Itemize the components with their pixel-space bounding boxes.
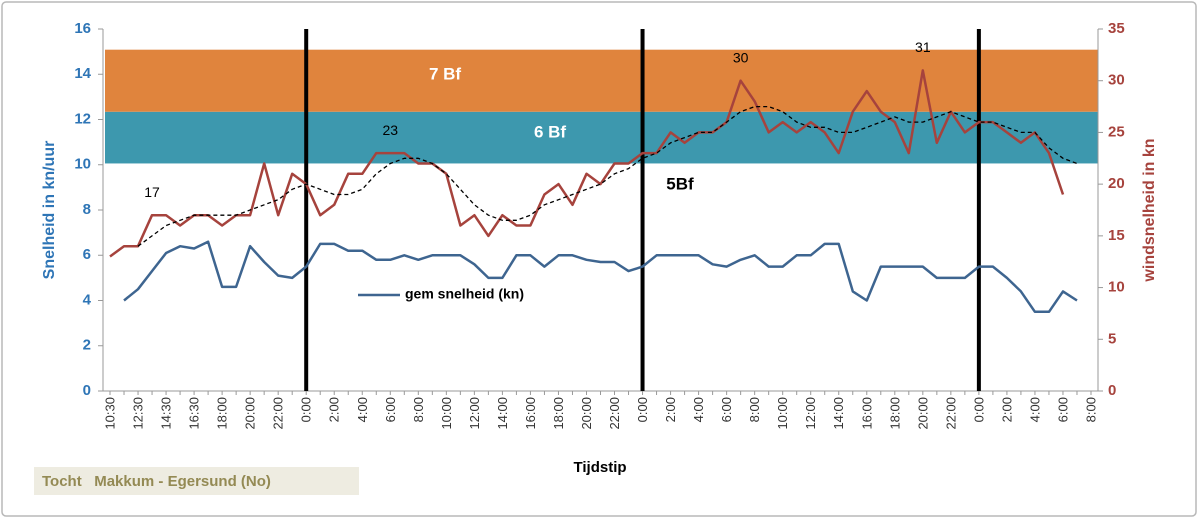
bf-band — [105, 111, 1098, 164]
x-tick-label: 14:00 — [495, 397, 510, 430]
x-tick-label: 8:00 — [1083, 397, 1098, 422]
y-axis-label: Snelheid in kn/uur — [41, 141, 58, 280]
x-tick-label: 10:30 — [103, 397, 118, 430]
x-tick-label: 4:00 — [1027, 397, 1042, 422]
x-tick-label: 2:00 — [663, 397, 678, 422]
x-tick-label: 12:00 — [803, 397, 818, 430]
x-tick-label: 20:00 — [579, 397, 594, 430]
y-tick-label: 14 — [74, 65, 91, 82]
x-tick-label: 6:00 — [1055, 397, 1070, 422]
x-tick-label: 14:30 — [159, 397, 174, 430]
y-tick-label: 2 — [83, 337, 91, 354]
x-tick-label: 22:00 — [943, 397, 958, 430]
x-tick-label: 6:00 — [383, 397, 398, 422]
x-tick-label: 16:30 — [187, 397, 202, 430]
y2-axis-label: windsnelheid in kn — [1141, 138, 1158, 282]
x-tick-label: 8:00 — [747, 397, 762, 422]
x-tick-label: 0:00 — [971, 397, 986, 422]
x-tick-label: 8:00 — [411, 397, 426, 422]
bf-band — [105, 49, 1098, 112]
y2-tick-label: 5 — [1108, 330, 1116, 347]
x-tick-label: 10:00 — [775, 397, 790, 430]
bf-band — [105, 163, 1098, 391]
x-tick-label: 10:00 — [439, 397, 454, 430]
footnote-box — [34, 467, 359, 495]
footnote: Tocht Makkum - Egersund (No) — [42, 473, 271, 490]
y-tick-label: 12 — [74, 110, 91, 127]
x-tick-label: 22:00 — [271, 397, 286, 430]
series-line — [109, 69, 1065, 258]
bf-band-label: 7 Bf — [429, 64, 461, 83]
x-tick-label: 16:00 — [523, 397, 538, 430]
x-tick-label: 0:00 — [299, 397, 314, 422]
x-tick-label: 12:30 — [131, 397, 146, 430]
y2-tick-label: 35 — [1108, 20, 1125, 37]
x-tick-label: 18:00 — [551, 397, 566, 430]
x-tick-label: 18:00 — [215, 397, 230, 430]
bf-band-label: 5Bf — [666, 174, 694, 193]
y2-tick-label: 25 — [1108, 123, 1125, 140]
y-tick-label: 8 — [83, 201, 91, 218]
x-tick-label: 20:00 — [915, 397, 930, 430]
x-tick-label: 16:00 — [859, 397, 874, 430]
y2-tick-label: 0 — [1108, 382, 1116, 399]
y2-tick-label: 10 — [1108, 279, 1125, 296]
data-label: 31 — [915, 39, 931, 55]
x-tick-label: 2:00 — [999, 397, 1014, 422]
x-tick-label: 2:00 — [327, 397, 342, 422]
y2-tick-label: 20 — [1108, 175, 1125, 192]
x-tick-label: 14:00 — [831, 397, 846, 430]
data-label: 17 — [144, 184, 160, 200]
y-tick-label: 16 — [74, 20, 91, 37]
x-tick-label: 4:00 — [691, 397, 706, 422]
x-tick-label: 22:00 — [607, 397, 622, 430]
bf-band-label: 6 Bf — [534, 122, 566, 141]
x-tick-label: 20:00 — [243, 397, 258, 430]
x-tick-label: 18:00 — [887, 397, 902, 430]
series-line — [123, 240, 1078, 314]
x-axis-label: Tijdstip — [573, 459, 626, 476]
y-tick-label: 6 — [83, 246, 91, 263]
x-tick-label: 6:00 — [719, 397, 734, 422]
y-tick-label: 4 — [83, 291, 92, 308]
y2-tick-label: 15 — [1108, 227, 1125, 244]
y-tick-label: 10 — [74, 156, 91, 173]
y2-tick-label: 30 — [1108, 72, 1125, 89]
x-tick-label: 12:00 — [467, 397, 482, 430]
x-tick-label: 4:00 — [355, 397, 370, 422]
x-tick-label: 0:00 — [635, 397, 650, 422]
data-label: 23 — [382, 122, 398, 138]
y-tick-label: 0 — [83, 382, 91, 399]
data-label: 30 — [733, 49, 749, 65]
legend-label: gem snelheid (kn) — [405, 286, 524, 302]
series-line — [137, 105, 1078, 247]
